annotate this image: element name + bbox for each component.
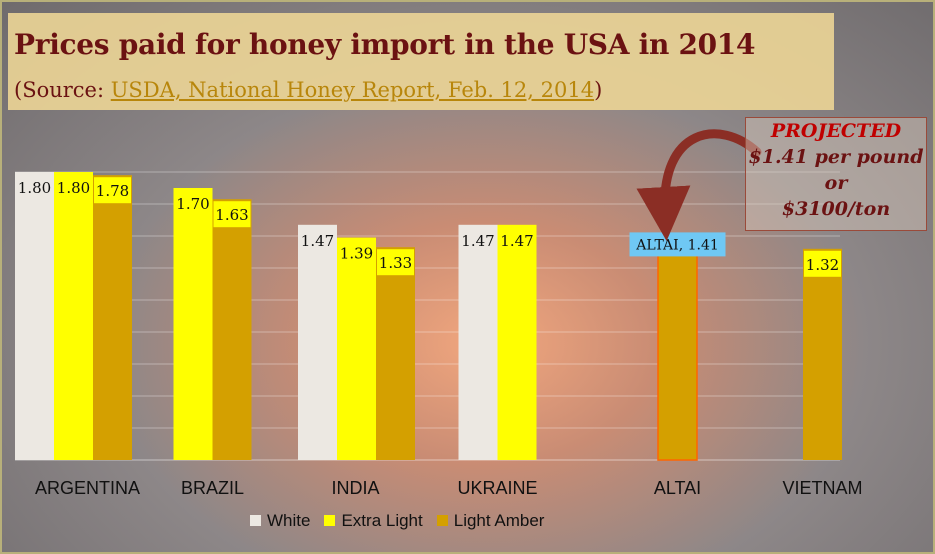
title-panel: [8, 13, 834, 110]
data-label-box: [459, 226, 497, 253]
legend-item-white: White: [250, 511, 310, 531]
category-labels: ARGENTINA BRAZIL INDIA UKRAINE ALTAI VIETNAM: [35, 478, 863, 498]
legend-item-light-amber: Light Amber: [436, 511, 545, 531]
gridlines: [15, 171, 840, 461]
data-label-box: [174, 190, 212, 216]
bar-white-ukraine: [458, 224, 498, 460]
category-label-brazil: BRAZIL: [181, 478, 244, 498]
data-label-box: [498, 226, 536, 253]
bar-white-argentina: [15, 172, 54, 460]
data-label-box: [94, 177, 131, 204]
legend-label-light-amber: Light Amber: [453, 511, 545, 530]
legend-swatch-light-amber: [436, 515, 448, 526]
bar-extra-light-brazil: [173, 188, 213, 460]
legend-item-extra-light: Extra Light: [324, 511, 423, 531]
source-prefix: (Source:: [14, 78, 111, 102]
projection-line-2: $1.41 per pound: [748, 146, 924, 168]
data-label-box: [299, 226, 336, 253]
bar-light-amber-altai: [657, 233, 698, 461]
category-label-ukraine: UKRAINE: [457, 478, 537, 498]
data-label-extra-light-ukraine: 1.47: [500, 232, 533, 250]
bar-extra-light-india: [337, 237, 376, 460]
data-label-white-india: 1.47: [301, 232, 334, 250]
data-label-light-amber-altai: ALTAI, 1.41: [635, 237, 719, 253]
data-label-box: [55, 174, 92, 200]
projection-line-1: PROJECTED: [770, 120, 902, 142]
data-label-light-amber-brazil: 1.63: [215, 206, 248, 224]
legend-label-extra-light: Extra Light: [341, 511, 423, 530]
bar-extra-light-argentina: [54, 172, 93, 460]
data-label-white-ukraine: 1.47: [461, 232, 494, 250]
data-label-box: [804, 250, 841, 277]
data-labels: 1.80 1.80 1.78 1.70 1.63 1.47 1.39 1.33 1.47 1.47…: [16, 174, 841, 277]
data-label-box: [338, 239, 375, 266]
data-label-light-amber-argentina: 1.78: [96, 182, 129, 200]
source-link[interactable]: USDA, National Honey Report, Feb. 12, 20…: [110, 78, 595, 102]
data-label-box: [213, 201, 251, 228]
bars: [15, 172, 842, 461]
projection-line-3: or: [824, 172, 848, 194]
projection-line-4: $3100/ton: [781, 198, 891, 220]
projection-callout: PROJECTED $1.41 per pound or $3100/ton: [745, 117, 927, 231]
bar-light-amber-vietnam: [803, 248, 842, 460]
bar-light-amber-brazil: [212, 199, 252, 460]
chart-subtitle: (Source: USDA, National Honey Report, Fe…: [14, 78, 602, 102]
data-label-extra-light-argentina: 1.80: [57, 179, 90, 197]
source-suffix: ): [594, 78, 603, 102]
data-label-box: [16, 174, 53, 200]
legend: White Extra Light Light Amber: [250, 511, 558, 531]
legend-swatch-white: [250, 515, 261, 526]
bar-light-amber-argentina: [93, 175, 132, 460]
category-label-india: INDIA: [331, 478, 379, 498]
legend-label-white: White: [267, 511, 311, 530]
category-label-argentina: ARGENTINA: [35, 478, 140, 498]
data-label-extra-light-india: 1.39: [340, 245, 373, 263]
legend-swatch-extra-light: [324, 515, 336, 526]
category-label-altai: ALTAI: [654, 478, 701, 498]
data-label-box: [377, 249, 414, 276]
bar-light-amber-india: [376, 247, 415, 460]
bar-extra-light-ukraine: [497, 224, 537, 460]
projection-arrow: [636, 129, 762, 241]
data-label-light-amber-india: 1.33: [379, 254, 412, 272]
data-label-white-argentina: 1.80: [18, 179, 51, 197]
data-label-light-amber-vietnam: 1.32: [806, 256, 839, 274]
bar-white-india: [298, 224, 337, 460]
chart-title: Prices paid for honey import in the USA …: [14, 28, 756, 61]
category-label-vietnam: VIETNAM: [782, 478, 862, 498]
data-label-extra-light-brazil: 1.70: [176, 195, 209, 213]
